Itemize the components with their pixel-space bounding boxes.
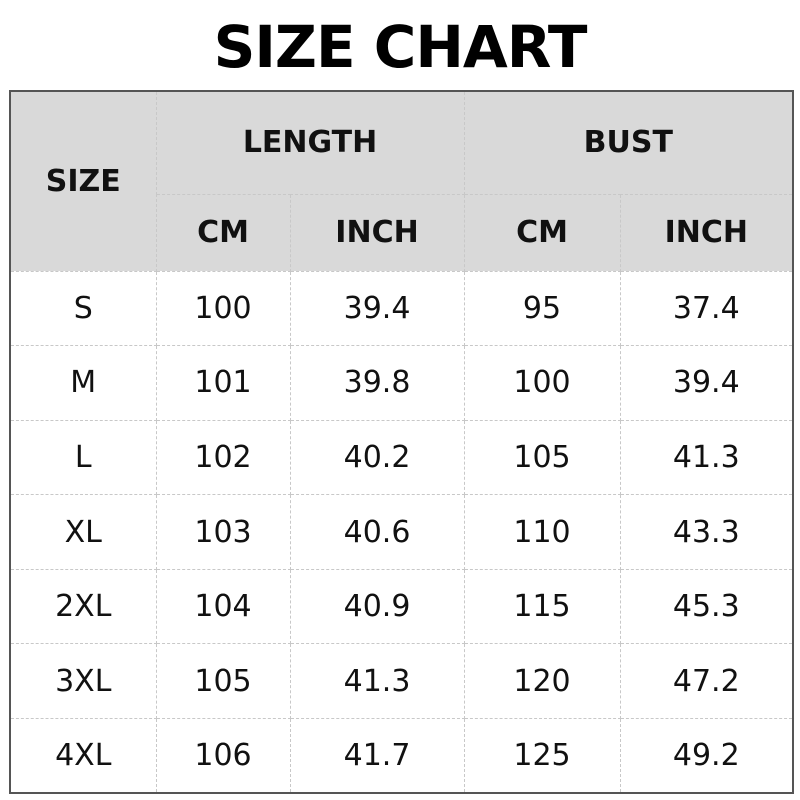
- length-inch-cell: 39.4: [289, 270, 465, 347]
- bust-cm-cell: 95: [463, 270, 621, 347]
- bust-inch-cell: 45.3: [619, 568, 794, 645]
- unit-header: INCH: [289, 193, 465, 272]
- bust-cm-cell: 110: [463, 494, 621, 570]
- unit-header: CM: [155, 193, 291, 272]
- length-inch-cell: 40.6: [289, 494, 465, 570]
- table-row: XL 103 40.6 110 43.3: [9, 494, 794, 570]
- bust-inch-cell: 43.3: [619, 494, 794, 570]
- table-row: 2XL 104 40.9 115 45.3: [9, 568, 794, 645]
- size-header: SIZE: [9, 90, 157, 272]
- bust-header: BUST: [463, 90, 794, 195]
- length-header: LENGTH: [155, 90, 465, 195]
- length-cm-cell: 105: [155, 643, 291, 720]
- length-inch-cell: 41.7: [289, 718, 465, 794]
- table-row: S 100 39.4 95 37.4: [9, 270, 794, 347]
- bust-cm-cell: 125: [463, 718, 621, 794]
- bust-cm-cell: 120: [463, 643, 621, 720]
- size-cell: 3XL: [9, 643, 157, 720]
- table-row: 3XL 105 41.3 120 47.2: [9, 643, 794, 720]
- table-row: L 102 40.2 105 41.3: [9, 419, 794, 496]
- length-cm-cell: 100: [155, 270, 291, 347]
- table-row: 4XL 106 41.7 125 49.2: [9, 718, 794, 794]
- size-cell: 2XL: [9, 568, 157, 645]
- length-inch-cell: 39.8: [289, 345, 465, 421]
- length-inch-cell: 41.3: [289, 643, 465, 720]
- page-title: SIZE CHART: [213, 13, 588, 81]
- unit-header: INCH: [619, 193, 794, 272]
- size-cell: S: [9, 270, 157, 347]
- length-cm-cell: 102: [155, 419, 291, 496]
- length-inch-cell: 40.9: [289, 568, 465, 645]
- length-cm-cell: 104: [155, 568, 291, 645]
- length-cm-cell: 103: [155, 494, 291, 570]
- bust-cm-cell: 115: [463, 568, 621, 645]
- unit-header: CM: [463, 193, 621, 272]
- size-cell: XL: [9, 494, 157, 570]
- length-cm-cell: 101: [155, 345, 291, 421]
- length-cm-cell: 106: [155, 718, 291, 794]
- size-cell: 4XL: [9, 718, 157, 794]
- size-chart-table: SIZE LENGTH BUST CM INCH CM INCH S 100 39.…: [9, 90, 795, 795]
- unit-header-row: CM INCH CM INCH: [10, 193, 794, 272]
- table-row: M 101 39.8 100 39.4: [9, 345, 794, 421]
- bust-cm-cell: 105: [463, 419, 621, 496]
- bust-inch-cell: 37.4: [619, 270, 794, 347]
- header-row: SIZE LENGTH BUST: [9, 90, 794, 272]
- bust-inch-cell: 39.4: [619, 345, 794, 421]
- bust-cm-cell: 100: [463, 345, 621, 421]
- bust-inch-cell: 41.3: [619, 419, 794, 496]
- bust-inch-cell: 49.2: [619, 718, 794, 794]
- size-cell: L: [9, 419, 157, 496]
- bust-inch-cell: 47.2: [619, 643, 794, 720]
- size-cell: M: [9, 345, 157, 421]
- length-inch-cell: 40.2: [289, 419, 465, 496]
